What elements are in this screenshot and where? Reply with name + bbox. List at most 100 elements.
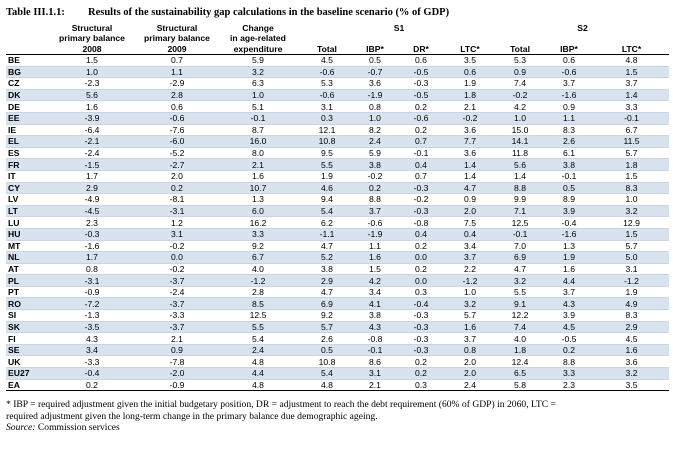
value-cell: 2.9 bbox=[44, 182, 140, 195]
value-cell: -1.5 bbox=[44, 158, 140, 171]
value-cell: -3.7 bbox=[140, 321, 214, 334]
table-row: RO -7.2 -3.7 8.5 6.9 4.1 -0.4 3.2 9.1 4.3 4.9 bbox=[6, 297, 670, 311]
value-cell: 5.4 bbox=[214, 332, 302, 345]
value-cell: -2.4 bbox=[44, 147, 140, 160]
country-code-cell: PT bbox=[6, 286, 44, 299]
value-cell: 3.4 bbox=[352, 286, 398, 299]
value-cell: 1.9 bbox=[544, 251, 595, 264]
value-cell: 7.5 bbox=[444, 216, 497, 229]
value-cell: -0.1 bbox=[544, 170, 595, 183]
value-cell: 2.0 bbox=[444, 205, 497, 218]
value-cell: 3.6 bbox=[352, 77, 398, 90]
value-cell: 0.2 bbox=[544, 344, 595, 357]
value-cell: 3.7 bbox=[594, 77, 670, 90]
value-cell: 2.1 bbox=[352, 379, 398, 392]
value-cell: 1.9 bbox=[302, 170, 352, 183]
country-code-cell: EA bbox=[6, 379, 44, 392]
value-cell: 3.1 bbox=[352, 367, 398, 380]
value-cell: -0.6 bbox=[302, 66, 352, 79]
country-code-cell: DK bbox=[6, 89, 44, 102]
value-cell: -0.3 bbox=[398, 182, 444, 195]
table-title: Table III.1.1: Results of the sustainabi… bbox=[6, 4, 666, 20]
value-cell: 0.4 bbox=[398, 228, 444, 241]
value-cell: -1.6 bbox=[544, 89, 595, 102]
value-cell: 1.4 bbox=[444, 158, 497, 171]
country-code-cell: FI bbox=[6, 332, 44, 345]
value-cell: -3.7 bbox=[140, 297, 214, 311]
value-cell: 8.3 bbox=[544, 124, 595, 137]
value-cell: 5.5 bbox=[214, 321, 302, 334]
value-cell: 0.8 bbox=[352, 100, 398, 113]
value-cell: -0.6 bbox=[398, 112, 444, 125]
value-cell: -7.8 bbox=[140, 355, 214, 369]
value-cell: -0.3 bbox=[398, 332, 444, 345]
value-cell: 2.6 bbox=[302, 332, 352, 345]
value-cell: 0.3 bbox=[398, 379, 444, 392]
value-cell: 4.3 bbox=[544, 297, 595, 311]
value-cell: 4.7 bbox=[302, 240, 352, 253]
value-cell: -1.1 bbox=[302, 228, 352, 241]
value-cell: 1.8 bbox=[444, 89, 497, 102]
value-cell: 3.7 bbox=[544, 77, 595, 90]
value-cell: -0.5 bbox=[398, 89, 444, 102]
value-cell: 9.5 bbox=[302, 147, 352, 160]
value-cell: 3.7 bbox=[544, 286, 595, 299]
value-cell: 3.3 bbox=[214, 228, 302, 241]
value-cell: -0.2 bbox=[444, 112, 497, 125]
header-s2-total: Total bbox=[496, 43, 545, 55]
value-cell: 5.5 bbox=[496, 286, 545, 299]
value-cell: 16.2 bbox=[214, 216, 302, 229]
value-cell: -3.1 bbox=[140, 205, 214, 218]
value-cell: 0.6 bbox=[544, 54, 595, 67]
value-cell: 8.5 bbox=[214, 297, 302, 311]
value-cell: 0.5 bbox=[352, 54, 398, 67]
header-s1-dr: DR* bbox=[398, 43, 444, 55]
value-cell: 5.7 bbox=[444, 309, 497, 322]
value-cell: 1.0 bbox=[594, 193, 670, 206]
source-text: Commission services bbox=[35, 422, 120, 434]
value-cell: -1.6 bbox=[544, 228, 595, 241]
value-cell: -7.6 bbox=[140, 124, 214, 137]
value-cell: 3.9 bbox=[544, 205, 595, 218]
value-cell: 11.5 bbox=[594, 135, 670, 148]
value-cell: 3.2 bbox=[594, 367, 670, 380]
value-cell: 6.9 bbox=[496, 251, 545, 264]
value-cell: 4.8 bbox=[302, 379, 352, 392]
value-cell: 0.0 bbox=[140, 251, 214, 264]
table-body: BE 1.5 0.7 5.9 4.5 0.5 0.6 3.5 5.3 0.6 4.8 BG 1.0 1.1… bbox=[6, 54, 670, 392]
table-row: CY 2.9 0.2 10.7 4.6 0.2 -0.3 4.7 8.8 0.5 8.3 bbox=[6, 182, 670, 195]
value-cell: -0.6 bbox=[140, 112, 214, 125]
value-cell: -0.2 bbox=[140, 263, 214, 276]
value-cell: 3.2 bbox=[444, 297, 497, 311]
value-cell: 4.5 bbox=[544, 321, 595, 334]
table-row: LT -4.5 -3.1 6.0 5.4 3.7 -0.3 2.0 7.1 3.9 3.2 bbox=[6, 205, 670, 218]
value-cell: 4.8 bbox=[214, 379, 302, 392]
table-row: LV -4.9 -8.1 1.3 9.4 8.8 -0.2 0.9 9.9 8.9 1.0 bbox=[6, 193, 670, 206]
value-cell: -1.2 bbox=[214, 274, 302, 287]
value-cell: 5.1 bbox=[214, 100, 302, 113]
value-cell: 5.3 bbox=[496, 54, 545, 67]
value-cell: -0.4 bbox=[44, 367, 140, 380]
table-number: Table III.1.1: bbox=[6, 7, 65, 18]
value-cell: 8.8 bbox=[496, 182, 545, 195]
value-cell: 3.2 bbox=[496, 274, 545, 287]
header-s1: S1 bbox=[302, 22, 497, 33]
value-cell: 11.8 bbox=[496, 147, 545, 160]
value-cell: 1.5 bbox=[594, 66, 670, 79]
value-cell: 1.9 bbox=[594, 286, 670, 299]
value-cell: 1.7 bbox=[44, 170, 140, 183]
value-cell: 0.2 bbox=[398, 367, 444, 380]
value-cell: 6.5 bbox=[496, 367, 545, 380]
value-cell: 8.8 bbox=[544, 355, 595, 369]
country-code-cell: MT bbox=[6, 240, 44, 253]
value-cell: 0.2 bbox=[398, 124, 444, 137]
value-cell: 0.4 bbox=[398, 158, 444, 171]
value-cell: 10.7 bbox=[214, 182, 302, 195]
country-code-cell: RO bbox=[6, 297, 44, 311]
value-cell: 12.4 bbox=[496, 355, 545, 369]
value-cell: 3.8 bbox=[352, 309, 398, 322]
value-cell: 2.6 bbox=[544, 135, 595, 148]
value-cell: 0.6 bbox=[140, 100, 214, 113]
value-cell: 8.6 bbox=[352, 355, 398, 369]
